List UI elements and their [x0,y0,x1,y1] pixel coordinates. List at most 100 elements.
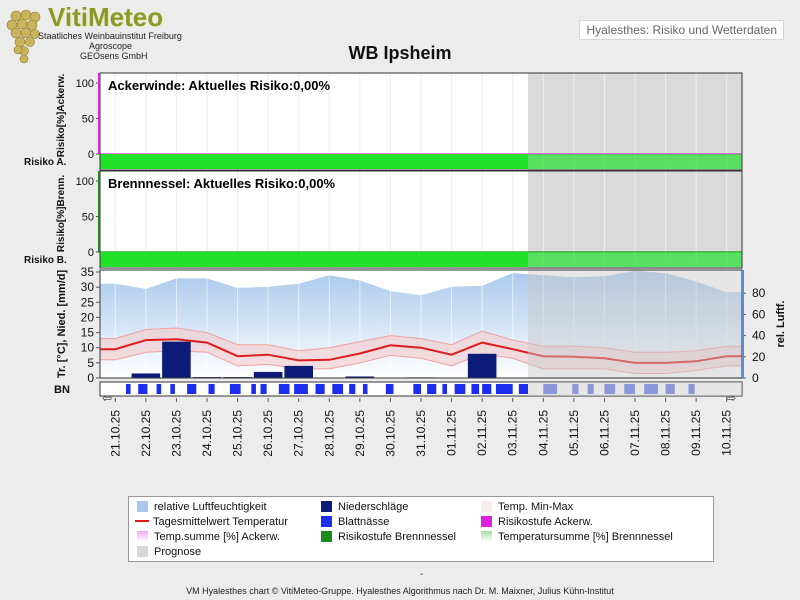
leaf-wetness-block [156,384,162,394]
legend-swatch-humidity [137,501,148,512]
x-tick-label: 31.10.25 [414,410,428,457]
leaf-wetness-block [572,384,579,394]
leaf-wetness-block [665,384,675,394]
x-tick-label: 03.11.25 [506,410,520,456]
mean-temperature-line [100,338,742,364]
y-tick-label: 50 [82,212,94,224]
y-axis-label: Risiko[%]Brenn. [56,175,67,252]
x-tick-label: 07.11.25 [628,410,642,456]
x-tick-label: 23.10.25 [169,410,183,457]
risk-row-label: Risiko A. [24,157,67,168]
y-tick-label: 30 [81,280,95,294]
legend-item-humidity: relative Luftfeuchtigkeit [137,501,267,513]
leaf-wetness-block [587,384,594,394]
x-tick-label: 25.10.25 [231,410,245,457]
leaf-wetness-block [260,384,267,394]
y2-tick-label: 40 [752,329,766,343]
x-tick-label: 02.11.25 [475,410,489,456]
risk-level-bar [100,252,528,267]
legend-label-temp-min-max: Temp. Min-Max [498,501,574,513]
y-tick-label: 10 [81,341,95,355]
x-tick-label: 01.11.25 [445,410,459,456]
leaf-wetness-block [624,384,635,394]
x-tick-label: 10.11.25 [720,410,734,456]
leaf-wetness-block [385,384,394,394]
vitimeteo-logo: VitiMeteo Staatliches Weinbauinstitut Fr… [4,2,194,64]
legend-item-leaf-wetness: Blattnässe [321,516,389,528]
y-tick-label: 20 [81,310,95,324]
grapes-logo-icon [6,9,41,64]
legend-item-risk-ackerw: Risikostufe Ackerw. [481,516,593,528]
legend-item-risk-brennnessel: Risikostufe Brennnessel [321,531,456,543]
risk-row-label: Risiko B. [24,255,67,266]
leaf-wetness-block [442,384,447,394]
x-tick-label: 22.10.25 [139,410,153,457]
y-axis-label: Tr. [°C], Nied. [mm/d] [56,270,68,379]
x-tick-label: 26.10.25 [261,410,275,457]
panel-title: Ackerwinde: Aktuelles Risiko:0,00% [108,78,330,93]
scroll-right-icon[interactable]: ⇨ [726,391,736,405]
legend-label-prognose: Prognose [154,546,202,558]
legend-swatch-prognose [137,546,148,557]
leaf-wetness-block [170,384,175,394]
x-tick-label: 28.10.25 [322,410,336,457]
leaf-wetness-block [332,384,344,394]
leaf-wetness-block [251,384,256,394]
y-tick-label: 0 [87,371,94,385]
legend-label-tempsum-brennnessel: Temperatursumme [%] Brennnessel [498,531,673,543]
logo-line-agroscope: Agroscope [89,41,133,51]
x-tick-label: 29.10.25 [353,410,367,457]
precipitation-bar [162,341,191,378]
leaf-wetness-block [644,384,658,394]
x-tick-label: 24.10.25 [200,410,214,457]
y-tick-label: 5 [87,356,94,370]
leaf-wetness-block [471,384,480,394]
x-tick-label: 09.11.25 [689,410,703,456]
x-tick-label: 30.10.25 [383,410,397,457]
legend-label-risk-ackerw: Risikostufe Ackerw. [498,516,593,528]
y2-tick-label: 0 [752,371,759,385]
precipitation-bar [284,365,313,378]
legend-label-precipitation: Niederschläge [338,501,409,513]
risk-level-bar-prognose [528,154,742,169]
y2-axis-label: rel. Luftf. [775,300,787,347]
y-tick-label: 15 [81,326,95,340]
panel-ackerwinde: 100 50 0 Ackerwinde: Aktuelles Risiko:0,00%… [24,72,743,171]
date-axis: 21.10.25 22.10.25 23.10.25 24.10.25 25.10.25… [108,398,734,457]
panel-brennnessel: 100 50 0 Brennnessel: Aktuelles Risiko:0,00… [24,170,743,269]
legend-swatch-tempsum-brennnessel [481,531,492,542]
y-tick-label: 100 [76,176,94,188]
y-tick-label: 0 [88,149,94,161]
y2-tick-label: 60 [752,307,766,321]
x-tick-label: 21.10.25 [108,410,122,457]
legend-item-tempsum-ackerw: Temp.summe [%] Ackerw. [137,531,280,543]
leaf-wetness-block [604,384,616,394]
legend-item-tempsum-brennnessel: Temperatursumme [%] Brennnessel [481,531,673,543]
scroll-left-icon[interactable]: ⇦ [102,391,112,405]
prognose-region [528,270,742,378]
leaf-wetness-block [278,384,290,394]
chart-legend: relative Luftfeuchtigkeit Niederschläge … [128,496,714,562]
leaf-wetness-block [362,384,368,394]
legend-swatch-temp-min-max [481,501,492,512]
legend-item-precipitation: Niederschläge [321,501,408,513]
leaf-wetness-block [518,384,528,394]
leaf-wetness-block [125,384,131,394]
leaf-wetness-block [413,384,421,394]
logo-title: VitiMeteo [48,2,164,32]
x-tick-label: 05.11.25 [567,410,581,456]
leaf-wetness-row-label: BN [54,384,70,396]
legend-label-tempsum-ackerw: Temp.summe [%] Ackerw. [154,531,280,543]
risk-level-bar-prognose [528,252,742,267]
y2-tick-label: 80 [752,286,766,300]
y-tick-label: 25 [81,295,95,309]
legend-item-prognose: Prognose [137,546,201,558]
legend-swatch-leaf-wetness [321,516,332,527]
legend-swatch-precipitation [321,501,332,512]
leaf-wetness-block [315,384,325,394]
x-tick-label: 06.11.25 [597,410,611,456]
leaf-wetness-block [187,384,197,394]
y-tick-label: 35 [81,265,95,279]
leaf-wetness-block [208,384,215,394]
